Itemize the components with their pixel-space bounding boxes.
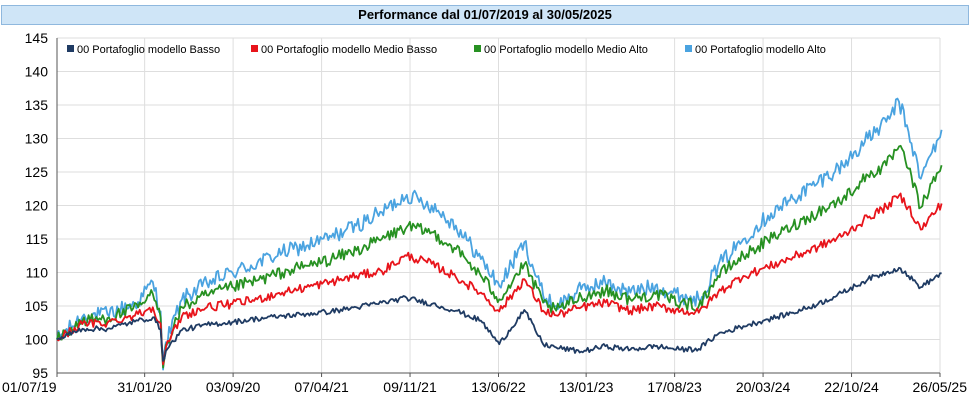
x-tick-label: 07/04/21	[294, 379, 349, 395]
x-tick-label: 20/03/24	[736, 379, 791, 395]
y-tick-label: 95	[32, 365, 48, 381]
legend-swatch	[474, 45, 481, 52]
y-tick-label: 135	[25, 97, 49, 113]
y-tick-label: 125	[25, 164, 49, 180]
legend-label: 00 Portafoglio modello Medio Basso	[261, 44, 437, 56]
x-tick-label: 13/01/23	[559, 379, 614, 395]
legend: 00 Portafoglio modello Basso 00 Portafogl…	[67, 44, 826, 56]
y-tick-label: 130	[25, 131, 49, 147]
y-tick-label: 100	[25, 332, 49, 348]
x-tick-label: 09/11/21	[383, 379, 437, 395]
y-tick-label: 110	[26, 265, 49, 281]
y-tick-label: 115	[26, 231, 49, 247]
axes: 95 100 105 110 115 120 125 130 135 140 145 01/07/19…	[2, 30, 967, 395]
legend-swatch	[251, 45, 258, 52]
series-line-2	[56, 192, 943, 366]
y-tick-label: 140	[25, 64, 49, 80]
grid	[56, 37, 941, 374]
x-tick-label: 26/05/25	[913, 379, 968, 395]
y-tick-label: 120	[25, 198, 49, 214]
x-tick-label: 01/07/19	[2, 379, 57, 395]
series-line-4	[56, 97, 943, 371]
x-tick-label: 17/08/23	[647, 379, 702, 395]
legend-label: 00 Portafoglio modello Basso	[77, 44, 220, 56]
chart-title: Performance dal 01/07/2019 al 30/05/2025	[1, 5, 969, 25]
legend-swatch	[67, 45, 74, 52]
legend-label: 00 Portafoglio modello Alto	[695, 44, 826, 56]
x-tick-label: 03/09/20	[206, 379, 261, 395]
legend-label: 00 Portafoglio modello Medio Alto	[484, 44, 648, 56]
series-line-3	[56, 144, 943, 369]
x-tick-label: 13/06/22	[471, 379, 526, 395]
y-tick-label: 145	[25, 30, 49, 46]
x-tick-label: 22/10/24	[824, 379, 879, 395]
series-line-1	[56, 266, 942, 362]
series-lines	[56, 97, 943, 371]
x-tick-label: 31/01/20	[117, 379, 172, 395]
legend-swatch	[685, 45, 692, 52]
y-tick-label: 105	[25, 298, 49, 314]
